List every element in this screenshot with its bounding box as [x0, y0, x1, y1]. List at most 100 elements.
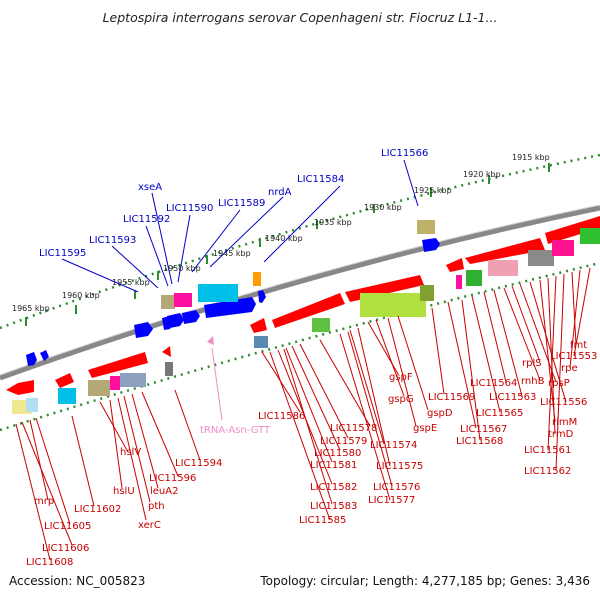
gene-label-LIC11561[interactable]: LIC11561	[524, 445, 571, 456]
gene-label-gspD[interactable]: gspD	[427, 408, 453, 419]
reverse-gene[interactable]	[272, 293, 345, 328]
forward-gene[interactable]	[258, 290, 266, 303]
kbp-label-1965: 1965 kbp	[12, 304, 50, 313]
reverse-gene[interactable]	[446, 258, 464, 272]
gene-label-LIC11579[interactable]: LIC11579	[320, 436, 367, 447]
gene-label-rpsP[interactable]: rpsP	[548, 378, 570, 389]
gene-label-LIC11562[interactable]: LIC11562	[524, 466, 571, 477]
gene-label-rnhB[interactable]: rnhB	[521, 376, 545, 387]
reverse-gene-block[interactable]	[165, 362, 173, 376]
gene-label-LIC11566[interactable]: LIC11566	[381, 148, 428, 159]
reverse-gene-block[interactable]	[120, 373, 146, 387]
forward-gene[interactable]	[182, 310, 200, 324]
gene-label-LIC11564[interactable]: LIC11564	[470, 378, 517, 389]
reverse-gene-block[interactable]	[488, 260, 518, 276]
forward-genes	[26, 220, 440, 366]
reverse-gene-block[interactable]	[580, 228, 600, 244]
reverse-gene-block[interactable]	[26, 398, 38, 412]
gene-label-gspF[interactable]: gspF	[389, 372, 413, 383]
reverse-gene[interactable]	[250, 318, 267, 333]
gene-label-LIC11595[interactable]: LIC11595	[39, 248, 86, 259]
gene-label-LIC11581[interactable]: LIC11581	[310, 460, 357, 471]
gene-label-hslU[interactable]: hslU	[113, 486, 135, 497]
gene-label-LIC11608[interactable]: LIC11608	[26, 557, 73, 568]
forward-gene[interactable]	[26, 352, 37, 366]
gene-label-rpe[interactable]: rpe	[561, 363, 578, 374]
gene-label-LIC11576[interactable]: LIC11576	[373, 482, 420, 493]
gene-label-nrdA[interactable]: nrdA	[268, 187, 292, 198]
gene-label-LIC11592[interactable]: LIC11592	[123, 214, 170, 225]
gene-label-fmt[interactable]: fmt	[570, 340, 587, 351]
forward-gene-block[interactable]	[198, 284, 238, 302]
gene-label-LIC11586[interactable]: LIC11586	[258, 411, 305, 422]
gene-label-LIC11589[interactable]: LIC11589	[218, 198, 265, 209]
gene-label-hslV[interactable]: hslV	[120, 447, 141, 458]
reverse-gene-block[interactable]	[88, 380, 110, 396]
gene-label-LIC11602[interactable]: LIC11602	[74, 504, 121, 515]
gene-label-xseA[interactable]: xseA	[138, 182, 162, 193]
reverse-gene-block[interactable]	[466, 270, 482, 286]
gene-label-LIC11563[interactable]: LIC11563	[489, 392, 536, 403]
gene-label-LIC11580[interactable]: LIC11580	[314, 448, 361, 459]
trna-label[interactable]: tRNA-Asn-GTT	[200, 425, 271, 436]
gene-label-mrp[interactable]: mrp	[34, 496, 54, 507]
gene-label-LIC11594[interactable]: LIC11594	[175, 458, 222, 469]
gene-label-xerC[interactable]: xerC	[138, 520, 161, 531]
trna-marker[interactable]	[207, 336, 214, 345]
forward-gene[interactable]	[167, 313, 184, 328]
gene-label-LIC11583[interactable]: LIC11583	[310, 501, 357, 512]
reverse-gene[interactable]	[55, 373, 74, 388]
forward-gene[interactable]	[40, 350, 49, 361]
gene-label-LIC11605[interactable]: LIC11605	[44, 521, 91, 532]
gene-label-gspE[interactable]: gspE	[413, 423, 437, 434]
forward-gene-block[interactable]	[161, 295, 175, 309]
reverse-gene-block[interactable]	[58, 388, 76, 404]
kbp-label-1945: 1945 kbp	[213, 249, 251, 258]
reverse-gene-block[interactable]	[456, 275, 462, 289]
kbp-label-1915: 1915 kbp	[512, 153, 550, 162]
gene-label-LIC11585[interactable]: LIC11585	[299, 515, 346, 526]
reverse-gene[interactable]	[6, 380, 34, 395]
gene-label-rimM[interactable]: rimM	[552, 417, 577, 428]
gene-label-LIC11584[interactable]: LIC11584	[297, 174, 344, 185]
gene-label-LIC11569[interactable]: LIC11569	[428, 392, 475, 403]
gene-label-trmD[interactable]: trmD	[548, 429, 574, 440]
forward-gene[interactable]	[134, 322, 153, 338]
gene-label-LIC11574[interactable]: LIC11574	[370, 440, 417, 451]
reverse-gene-block[interactable]	[528, 250, 554, 266]
gene-label-LIC11593[interactable]: LIC11593	[89, 235, 136, 246]
gene-label-LIC11575[interactable]: LIC11575	[376, 461, 423, 472]
gene-label-LIC11577[interactable]: LIC11577	[368, 495, 415, 506]
forward-gene-block[interactable]	[253, 272, 261, 286]
gene-label-gspG[interactable]: gspG	[388, 394, 414, 405]
gene-label-LIC11590[interactable]: LIC11590	[166, 203, 213, 214]
forward-gene-block[interactable]	[174, 293, 192, 307]
forward-gene-block[interactable]	[417, 220, 435, 234]
gene-label-LIC11565[interactable]: LIC11565	[476, 408, 523, 419]
gene-label-LIC11606[interactable]: LIC11606	[42, 543, 89, 554]
reverse-gene-block[interactable]	[420, 285, 434, 301]
gene-label-LIC11578[interactable]: LIC11578	[330, 423, 377, 434]
reverse-gene[interactable]	[545, 216, 600, 244]
reverse-gene-block[interactable]	[360, 293, 426, 317]
gene-label-rplS[interactable]: rplS	[522, 358, 542, 369]
reverse-gene-block[interactable]	[254, 336, 268, 348]
gene-label-leuA2[interactable]: leuA2	[150, 486, 178, 497]
reverse-gene-block[interactable]	[552, 240, 574, 256]
gene-label-pth[interactable]: pth	[148, 501, 165, 512]
reverse-gene-block[interactable]	[312, 318, 330, 332]
reverse-gene[interactable]	[465, 238, 545, 264]
gene-label-LIC11553[interactable]: LIC11553	[550, 351, 597, 362]
gene-label-LIC11596[interactable]: LIC11596	[149, 473, 196, 484]
reverse-gene-block[interactable]	[110, 376, 120, 390]
gene-label-LIC11567[interactable]: LIC11567	[460, 424, 507, 435]
forward-gene[interactable]	[204, 297, 256, 318]
forward-gene[interactable]	[422, 238, 440, 252]
gene-label-LIC11568[interactable]: LIC11568	[456, 436, 503, 447]
gene-label-LIC11582[interactable]: LIC11582	[310, 482, 357, 493]
reverse-gene[interactable]	[88, 352, 148, 378]
reverse-label-leaders	[15, 267, 591, 561]
gene-label-LIC11556[interactable]: LIC11556	[540, 397, 587, 408]
reverse-gene[interactable]	[162, 346, 171, 357]
